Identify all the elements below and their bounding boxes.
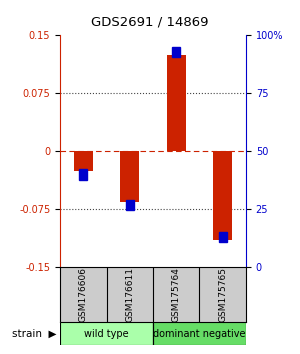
Bar bbox=[79, 170, 87, 179]
Bar bbox=[167, 55, 185, 152]
Text: wild type: wild type bbox=[84, 329, 129, 339]
Bar bbox=[153, 322, 246, 345]
Text: strain  ▶: strain ▶ bbox=[13, 329, 57, 339]
Text: GSM175765: GSM175765 bbox=[218, 267, 227, 322]
Bar bbox=[120, 152, 139, 201]
Bar bbox=[60, 322, 153, 345]
Bar bbox=[219, 232, 227, 242]
Bar bbox=[126, 200, 134, 210]
Text: GSM176611: GSM176611 bbox=[125, 267, 134, 322]
Bar bbox=[213, 152, 232, 240]
Text: GDS2691 / 14869: GDS2691 / 14869 bbox=[91, 16, 209, 29]
Text: GSM175764: GSM175764 bbox=[172, 267, 181, 322]
Text: dominant negative: dominant negative bbox=[153, 329, 246, 339]
Bar bbox=[60, 322, 153, 345]
Text: GSM176606: GSM176606 bbox=[79, 267, 88, 322]
Bar bbox=[172, 47, 180, 57]
Bar bbox=[153, 322, 246, 345]
Bar bbox=[74, 152, 92, 171]
